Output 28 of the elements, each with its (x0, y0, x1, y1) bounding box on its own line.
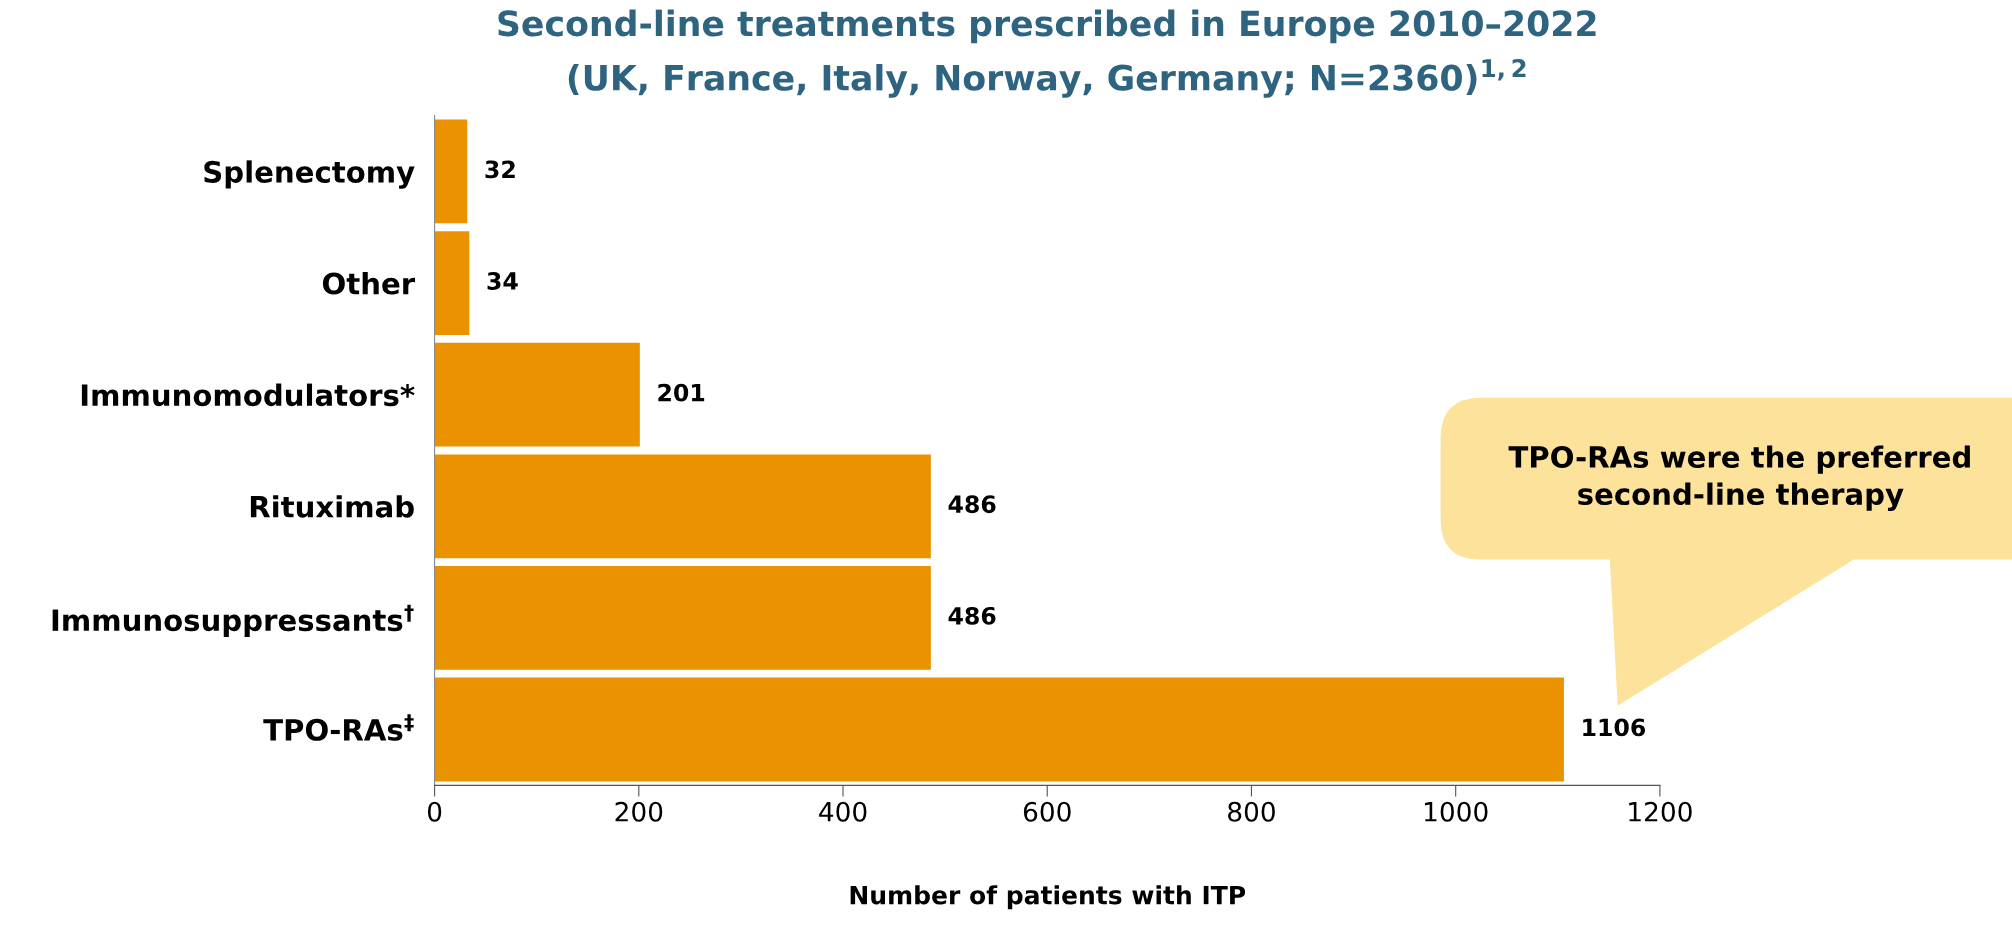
data-label: 1106 (1583, 718, 1646, 737)
x-tick-label: 200 (615, 801, 663, 822)
x-tick-label: 400 (819, 801, 867, 822)
bar (434, 342, 640, 447)
bar (434, 454, 931, 559)
bar (434, 119, 468, 224)
x-tick-label: 0 (427, 801, 442, 822)
x-axis-title: Number of patients with ITP (850, 885, 1246, 910)
y-tick-label: Immunomodulators* (81, 383, 415, 407)
annotation: TPO-RAs were the preferred second-line therapy (1508, 445, 1970, 511)
y-tick-label: Splenectomy (204, 160, 415, 189)
data-label: 34 (487, 272, 518, 290)
x-tick-label: 800 (1228, 801, 1275, 822)
bar (434, 231, 470, 335)
x-tick-label: 600 (1023, 801, 1071, 822)
x-tick-label: 1200 (1629, 801, 1692, 822)
data-label: 486 (948, 606, 996, 625)
bar (434, 566, 931, 670)
y-tick-label: Other (322, 271, 416, 295)
x-tick-label: 1000 (1425, 801, 1488, 822)
chart-title: Second-line treatments prescribed in Europe 2010–2022 (UK, France, Italy, Norway, Germany; N=2360)$^{1,2}$ (498, 9, 1596, 98)
y-tick-label: Immunosuppressants$^{†}$ (52, 604, 414, 637)
data-label: 32 (485, 160, 515, 179)
data-label: 201 (658, 383, 705, 402)
y-tick-label: Rituximab (250, 495, 414, 518)
bar (434, 677, 1564, 782)
y-tick-label: TPO-RAs$^{‡}$ (263, 714, 414, 741)
data-label: 486 (948, 495, 996, 514)
